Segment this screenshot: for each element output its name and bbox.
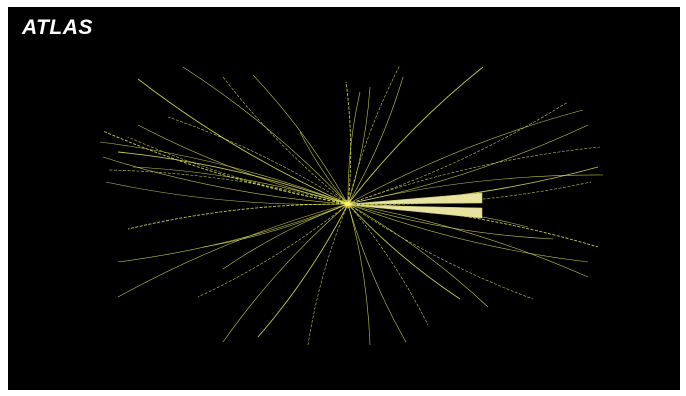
particle-track [257,203,349,338]
particle-track [347,146,601,205]
particle-track [347,66,484,205]
particle-track [99,141,349,205]
particle-track [347,101,569,205]
particle-track [347,203,489,308]
particle-track [107,169,349,205]
particle-track [347,109,584,205]
particle-track [117,151,349,205]
particle-track [132,166,349,205]
particle-track [347,203,407,343]
particle-track [347,76,404,205]
particle-track [117,203,349,263]
particle-track [345,81,352,205]
jet-cone [349,192,483,205]
particle-track [222,203,349,343]
particle-track [347,86,371,205]
particle-track [105,181,349,205]
particle-track [222,203,349,270]
particle-track [127,203,349,230]
particle-track [347,64,401,205]
particle-track [127,136,349,205]
particle-track [197,203,349,298]
particle-track [202,203,349,248]
particle-track [252,74,349,205]
particle-track [137,78,349,205]
particle-track [299,131,349,205]
particle-track [347,203,554,240]
particle-track [347,203,371,346]
jet-cone [349,204,483,219]
particle-track [347,203,589,278]
particle-track [347,203,589,263]
particle-track [347,203,461,300]
particle-track [347,203,429,326]
interaction-vertex [346,202,350,206]
tracks-canvas [99,64,604,346]
atlas-logo: ATLAS [22,16,93,39]
particle-track [117,203,349,298]
particle-track [347,91,361,205]
particle-track [167,116,349,205]
particle-track [182,66,349,205]
particle-track [347,203,534,300]
particle-track [137,124,349,205]
particle-track [347,174,604,205]
jet-group [349,192,483,219]
particle-track [102,156,349,205]
track-group [99,64,604,346]
particle-track [307,203,349,346]
vertex-group [343,199,353,209]
event-display: ATLAS [8,7,680,390]
